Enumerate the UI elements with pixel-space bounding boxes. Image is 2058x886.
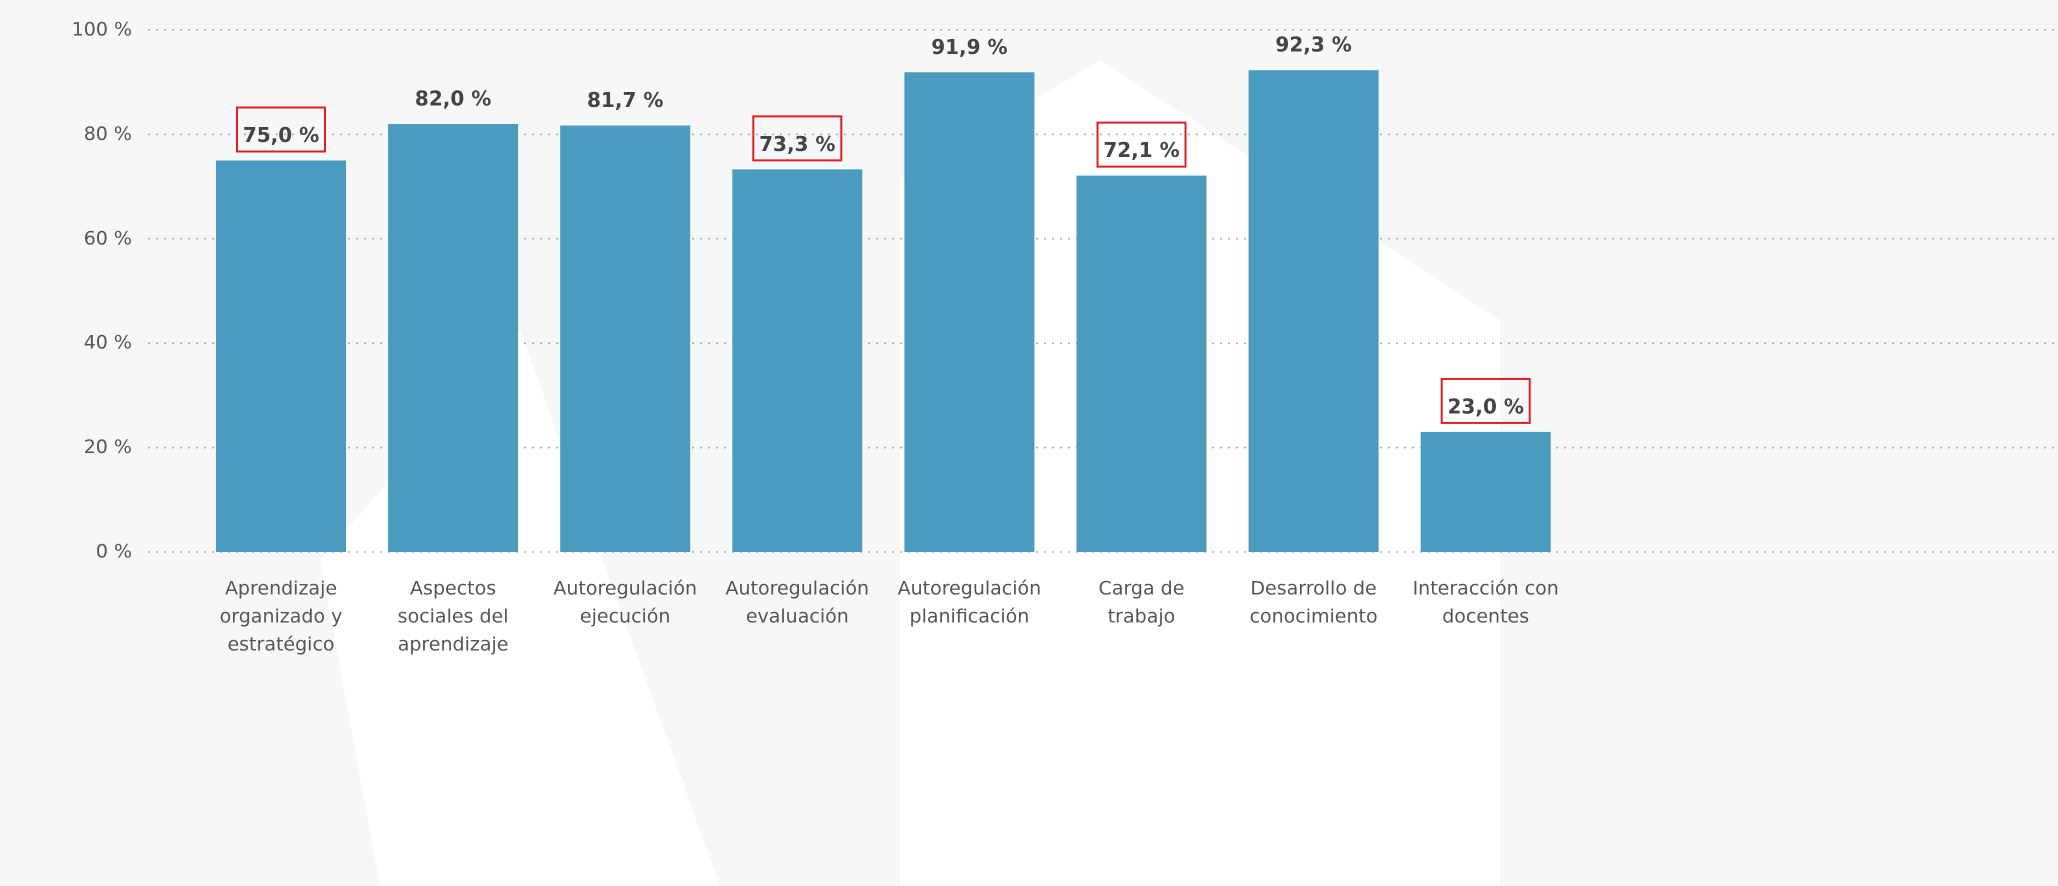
- value-label: 82,0 %: [415, 86, 491, 110]
- x-tick-label: ejecución: [580, 606, 671, 628]
- bar: [1248, 70, 1379, 552]
- x-tick-label: trabajo: [1108, 606, 1176, 628]
- x-tick-label: Aprendizaje: [225, 578, 337, 600]
- value-label: 72,1 %: [1103, 138, 1179, 162]
- x-tick-label: estratégico: [227, 634, 334, 656]
- y-tick-label: 80 %: [84, 123, 132, 145]
- x-tick-label: docentes: [1442, 606, 1529, 628]
- y-tick-label: 100 %: [72, 19, 132, 41]
- x-tick-label: Carga de: [1099, 578, 1185, 600]
- y-tick-label: 20 %: [84, 436, 132, 458]
- x-tick-label: Autoregulación: [553, 578, 697, 600]
- bar: [1076, 175, 1207, 552]
- bar: [732, 169, 863, 552]
- x-tick-label: Aspectos: [410, 578, 496, 600]
- x-tick-label: Autoregulación: [725, 578, 869, 600]
- x-tick-label: aprendizaje: [398, 634, 509, 656]
- highlight-box: [236, 106, 326, 153]
- x-tick-label: Desarrollo de: [1250, 578, 1376, 600]
- x-tick-label: evaluación: [746, 606, 849, 628]
- x-tick-label: Autoregulación: [898, 578, 1042, 600]
- bar: [216, 160, 346, 552]
- y-tick-label: 40 %: [84, 332, 132, 354]
- bar: [1420, 431, 1551, 552]
- highlight-box: [752, 115, 843, 162]
- bar: [388, 123, 519, 553]
- y-tick-label: 60 %: [84, 227, 132, 249]
- y-tick-label: 0 %: [96, 541, 132, 563]
- value-label: 91,9 %: [931, 35, 1007, 59]
- x-tick-label: Interacción con: [1413, 578, 1559, 600]
- value-label: 23,0 %: [1448, 394, 1524, 418]
- value-label: 75,0 %: [243, 123, 319, 147]
- highlight-box: [1096, 121, 1187, 168]
- x-tick-label: organizado y: [220, 606, 343, 628]
- bar: [904, 72, 1035, 553]
- x-tick-label: sociales del: [398, 606, 509, 628]
- value-label: 92,3 %: [1275, 33, 1351, 57]
- highlight-box: [1440, 377, 1531, 424]
- x-tick-label: conocimiento: [1250, 606, 1378, 628]
- bar: [560, 125, 691, 552]
- value-label: 73,3 %: [759, 132, 835, 156]
- value-label: 81,7 %: [587, 88, 663, 112]
- x-tick-label: planificación: [910, 606, 1030, 628]
